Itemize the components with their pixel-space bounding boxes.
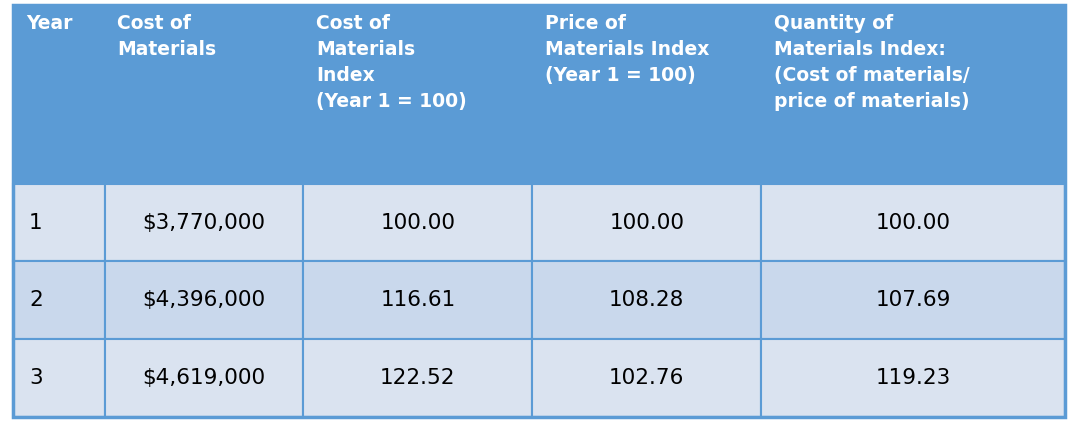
- Bar: [761, 5, 1065, 184]
- Bar: [303, 184, 533, 262]
- Text: 100.00: 100.00: [381, 213, 455, 233]
- Bar: [533, 339, 761, 417]
- Text: Year: Year: [26, 14, 72, 33]
- Bar: [533, 184, 761, 262]
- Bar: [761, 339, 1065, 417]
- Bar: [13, 184, 105, 262]
- Bar: [105, 184, 303, 262]
- Text: 100.00: 100.00: [875, 213, 951, 233]
- Text: Cost of
Materials
Index
(Year 1 = 100): Cost of Materials Index (Year 1 = 100): [316, 14, 467, 111]
- Text: 100.00: 100.00: [609, 213, 685, 233]
- Text: Cost of
Materials: Cost of Materials: [118, 14, 217, 59]
- Text: 107.69: 107.69: [875, 290, 951, 310]
- Text: $3,770,000: $3,770,000: [142, 213, 265, 233]
- Bar: [105, 339, 303, 417]
- Text: $4,619,000: $4,619,000: [142, 368, 265, 388]
- Text: 116.61: 116.61: [381, 290, 455, 310]
- Bar: [13, 5, 105, 184]
- Bar: [13, 262, 105, 339]
- Bar: [303, 339, 533, 417]
- Bar: [105, 5, 303, 184]
- Bar: [533, 5, 761, 184]
- Text: 119.23: 119.23: [875, 368, 951, 388]
- Text: Price of
Materials Index
(Year 1 = 100): Price of Materials Index (Year 1 = 100): [545, 14, 709, 85]
- Bar: [533, 262, 761, 339]
- Bar: [303, 262, 533, 339]
- Text: 108.28: 108.28: [609, 290, 685, 310]
- Bar: [13, 339, 105, 417]
- Text: 122.52: 122.52: [381, 368, 456, 388]
- Text: 2: 2: [29, 290, 43, 310]
- Text: $4,396,000: $4,396,000: [142, 290, 265, 310]
- Text: 1: 1: [29, 213, 43, 233]
- Bar: [303, 5, 533, 184]
- Bar: [761, 184, 1065, 262]
- Text: 3: 3: [29, 368, 43, 388]
- Bar: [761, 262, 1065, 339]
- Text: 102.76: 102.76: [609, 368, 685, 388]
- Bar: [105, 262, 303, 339]
- Text: Quantity of
Materials Index:
(Cost of materials/
price of materials): Quantity of Materials Index: (Cost of ma…: [774, 14, 970, 111]
